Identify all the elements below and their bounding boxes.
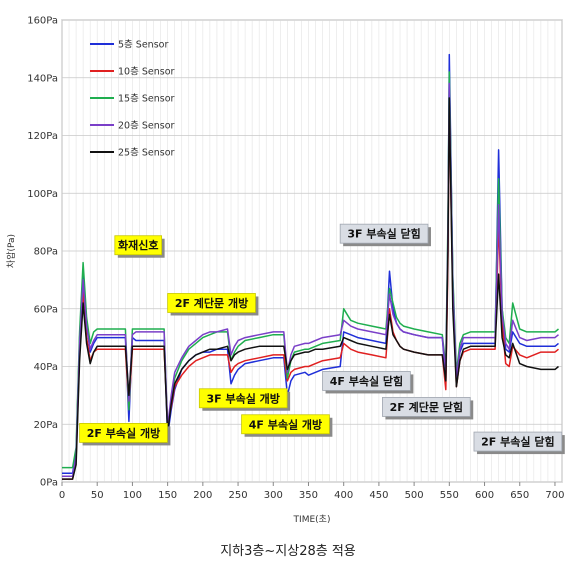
y-tick-label: 0Pa (40, 478, 58, 489)
pressure-chart: 0 50 100 150 200 250 300 350 400 450 500 550 600 650 7… (5, 16, 565, 525)
annotation-label: 2F 부속실 닫힘 (473, 431, 565, 455)
y-tick-label: 80Pa (34, 247, 58, 258)
y-axis: 0Pa 20Pa 40Pa 60Pa 80Pa 100Pa 120Pa 140Pa 160Pa (27, 16, 58, 489)
y-tick-label: 20Pa (34, 420, 58, 431)
x-tick-label: 650 (510, 490, 529, 501)
annotation-text: 2F 부속실 개방 (87, 426, 160, 440)
x-tick-label: 550 (440, 490, 459, 501)
x-tick-label: 400 (334, 490, 353, 501)
y-tick-label: 120Pa (27, 131, 58, 142)
y-tick-label: 100Pa (27, 189, 58, 200)
annotation-label: 2F 계단문 개방 (167, 293, 259, 316)
annotation-box (473, 431, 563, 452)
legend-label: 25층 Sensor (118, 148, 175, 159)
annotation-text: 3F 부속실 개방 (207, 391, 280, 405)
annotation-label: 3F 부속실 개방 (198, 388, 291, 411)
y-tick-label: 60Pa (34, 304, 58, 315)
annotation-text: 2F 부속실 닫힘 (481, 435, 554, 449)
annotation-label: 2F 부속실 개방 (79, 423, 171, 446)
annotation-label: 2F 계단문 닫힘 (382, 397, 474, 420)
annotation-text: 4F 부속실 닫힘 (330, 374, 403, 388)
legend-label: 20층 Sensor (118, 121, 175, 132)
annotation-label: 화재신호 (114, 235, 165, 258)
y-tick-label: 140Pa (27, 73, 58, 84)
annotation-box (198, 388, 288, 409)
legend-label: 15층 Sensor (118, 94, 175, 105)
annotation-box (167, 293, 256, 313)
annotation-box (382, 397, 471, 417)
x-tick-label: 350 (299, 490, 318, 501)
x-tick-label: 300 (264, 490, 283, 501)
series-line-5 (62, 97, 559, 480)
series-lines (62, 53, 559, 480)
annotation-text: 3F 부속실 닫힘 (347, 227, 420, 241)
x-tick-label: 0 (59, 490, 65, 501)
annotation-box (241, 414, 330, 435)
annotation-text: 화재신호 (118, 238, 158, 252)
x-tick-label: 50 (91, 490, 104, 501)
y-tick-label: 160Pa (27, 16, 58, 27)
annotations: 화재신호 2F 계단문 개방 2F 부속실 개방 3F 부속실 개방 4F 부속실 개방… (79, 223, 565, 455)
annotation-text: 4F 부속실 개방 (249, 417, 322, 431)
x-tick-label: 500 (405, 490, 424, 501)
legend: 5층 Sensor 10층 Sensor 15층 Sensor 20층 Sensor 2… (90, 40, 175, 159)
x-tick-label: 600 (475, 490, 494, 501)
annotation-box (322, 371, 411, 391)
x-axis-title: TIME(초) (293, 514, 331, 525)
y-axis-title: 차압(Pa) (5, 234, 17, 268)
annotation-label: 4F 부속실 닫힘 (322, 371, 414, 394)
x-tick-label: 250 (229, 490, 248, 501)
figure-caption: 지하3층~지상28층 적용 (220, 544, 356, 559)
y-tick-label: 40Pa (34, 362, 58, 373)
x-tick-label: 100 (123, 490, 142, 501)
annotation-text: 2F 계단문 닫힘 (390, 400, 463, 414)
x-tick-label: 450 (369, 490, 388, 501)
legend-label: 10층 Sensor (118, 67, 175, 78)
annotation-label: 4F 부속실 개방 (241, 414, 333, 437)
annotation-text: 2F 계단문 개방 (175, 296, 248, 310)
x-tick-label: 700 (545, 490, 564, 501)
x-axis: 0 50 100 150 200 250 300 350 400 450 500 550 600 650 7… (59, 482, 565, 501)
x-tick-label: 150 (158, 490, 177, 501)
x-tick-label: 200 (193, 490, 212, 501)
annotation-box (114, 235, 163, 256)
annotation-box (339, 223, 429, 244)
annotation-label: 3F 부속실 닫힘 (339, 223, 431, 247)
legend-label: 5층 Sensor (118, 40, 168, 51)
annotation-box (79, 423, 168, 443)
